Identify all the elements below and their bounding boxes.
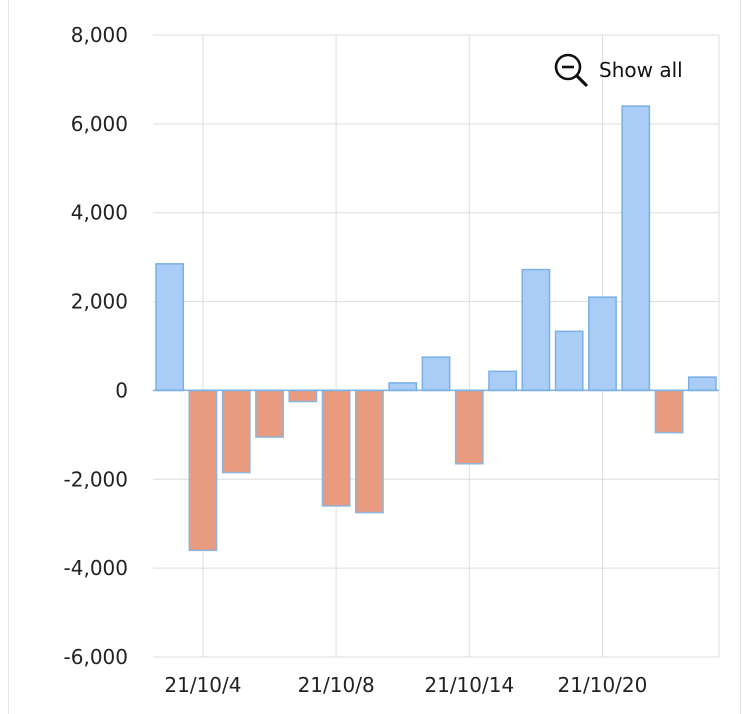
- bar-negative: [454, 389, 484, 465]
- bar-negative: [255, 389, 284, 438]
- bar-negative: [188, 389, 218, 552]
- bar-negative: [654, 389, 684, 434]
- bar-positive: [521, 268, 551, 392]
- bar-negative: [221, 389, 251, 474]
- x-tick-label: 21/10/14: [424, 673, 514, 697]
- y-tick-label: -2,000: [64, 467, 128, 491]
- show-all-label: Show all: [599, 58, 683, 82]
- y-tick-label: 4,000: [71, 201, 128, 225]
- bar-negative: [321, 389, 351, 507]
- y-tick-label: 6,000: [71, 112, 128, 136]
- frame-left-border: [8, 0, 9, 714]
- bar-negative: [288, 389, 318, 403]
- bar-positive: [388, 382, 418, 392]
- y-tick-label: 8,000: [71, 23, 128, 47]
- bar-positive: [155, 263, 185, 392]
- x-tick-label: 21/10/8: [298, 673, 375, 697]
- y-tick-label: -6,000: [64, 645, 128, 669]
- bar-positive: [687, 376, 717, 392]
- show-all-button[interactable]: Show all: [553, 50, 683, 90]
- bar-positive: [554, 330, 584, 392]
- bar-positive: [621, 105, 651, 392]
- axis-labels: 8,000 6,000 4,000 2,000 0 -2,000 -4,000 -6,000 2…: [64, 23, 648, 697]
- y-tick-label: 2,000: [71, 290, 128, 314]
- bar-positive: [488, 370, 517, 392]
- y-tick-label: -4,000: [64, 556, 128, 580]
- bar-positive: [588, 296, 617, 392]
- y-tick-label: 0: [115, 378, 128, 402]
- x-tick-label: 21/10/4: [164, 673, 241, 697]
- bars: [153, 105, 719, 552]
- bar-positive: [421, 356, 451, 392]
- bar-negative: [355, 389, 384, 514]
- zoom-out-icon: [554, 53, 588, 87]
- x-tick-label: 21/10/20: [558, 673, 648, 697]
- frame-right-border: [740, 0, 741, 714]
